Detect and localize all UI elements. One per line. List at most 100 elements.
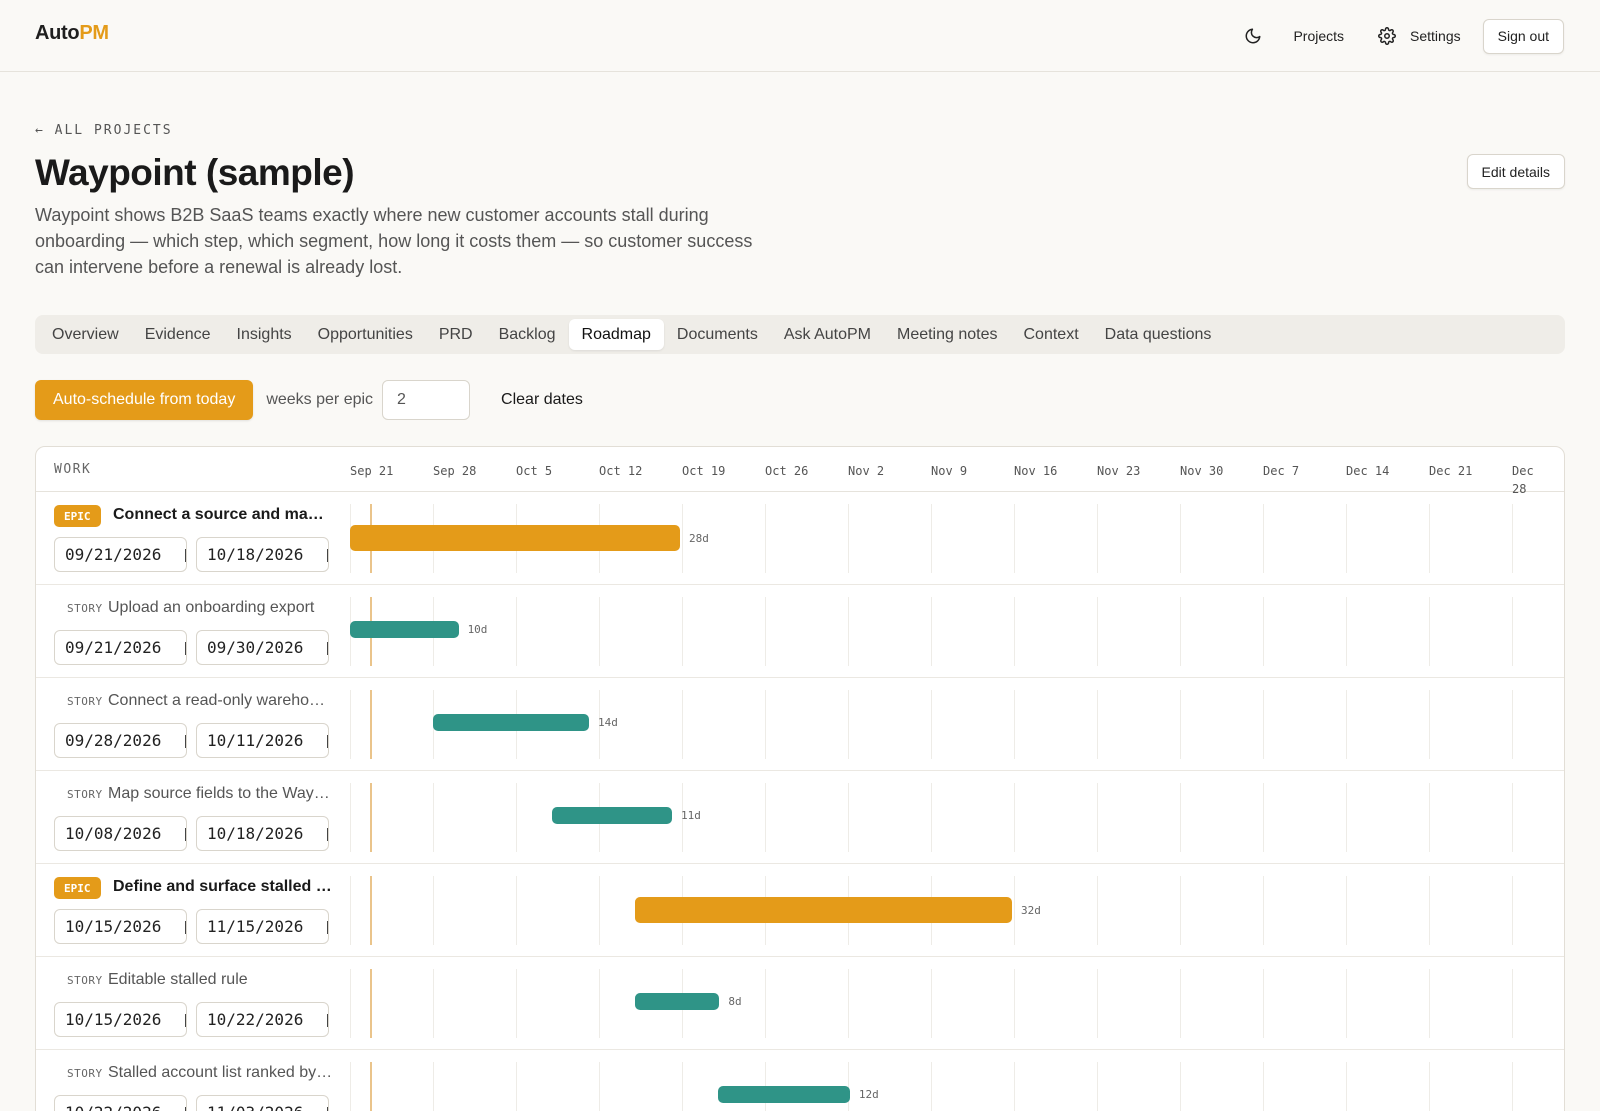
grid-line [599,969,600,1038]
projects-link[interactable]: Projects [1293,28,1345,44]
story-bar[interactable] [551,807,672,824]
start-date-value: 10/08/2026 [65,824,162,843]
roadmap-controls: Auto-schedule from today weeks per epic … [35,380,583,420]
end-date-input[interactable]: 10/18/2026 [196,537,329,572]
grid-line [1429,597,1430,666]
tab-prd[interactable]: PRD [438,325,473,343]
epic-title[interactable]: Define and surface stalled accounts [113,878,333,895]
start-date-input[interactable]: 10/15/2026 [54,1002,187,1037]
grid-line [1346,690,1347,759]
auto-schedule-button[interactable]: Auto-schedule from today [35,380,254,420]
grid-line [848,690,849,759]
grid-line [682,597,683,666]
tab-roadmap[interactable]: Roadmap [568,319,664,350]
story-badge: STORY [67,602,103,615]
end-date-input[interactable]: 09/30/2026 [196,630,329,665]
brand-auto: Auto [35,22,80,44]
story-row: STORY Map source fields to the Waypoint m… [36,771,1564,864]
grid-line [599,597,600,666]
tab-meeting-notes[interactable]: Meeting notes [896,325,998,343]
grid-line [516,597,517,666]
story-title[interactable]: Editable stalled rule [108,971,248,988]
grid-line [350,1062,351,1111]
week-label: Oct 26 [765,464,809,478]
end-date-value: 10/11/2026 [207,731,304,750]
end-date-input[interactable]: 11/03/2026 [196,1095,329,1111]
story-bar[interactable] [634,993,720,1010]
duration-label: 11d [681,809,701,822]
start-date-input[interactable]: 10/15/2026 [54,909,187,944]
moon-icon[interactable] [1243,26,1263,46]
story-title[interactable]: Map source fields to the Waypoint model [108,785,333,802]
page-title: Waypoint (sample) [35,152,355,193]
story-title[interactable]: Stalled account list ranked by risk [108,1064,333,1081]
tab-overview[interactable]: Overview [52,325,119,343]
grid-line [1263,1062,1264,1111]
text-caret [327,735,328,748]
text-caret [327,549,328,562]
tab-insights[interactable]: Insights [236,325,292,343]
week-label: Sep 21 [350,464,394,478]
tab-context[interactable]: Context [1023,325,1079,343]
start-date-input[interactable]: 09/28/2026 [54,723,187,758]
week-label: Oct 5 [516,464,553,478]
epic-title[interactable]: Connect a source and map fields [113,506,333,523]
week-label: Dec 7 [1263,464,1300,478]
today-marker [370,969,372,1038]
epic-bar[interactable] [350,525,680,551]
week-label: Nov 2 [848,464,885,478]
epic-badge: EPIC [54,877,101,899]
tab-opportunities[interactable]: Opportunities [317,325,413,343]
start-date-input[interactable]: 10/08/2026 [54,816,187,851]
back-to-projects-link[interactable]: ← ALL PROJECTS [35,123,173,138]
end-date-value: 10/18/2026 [207,824,304,843]
grid-line [931,783,932,852]
week-label: Dec 28 [1512,464,1534,496]
top-bar: AutoPM Projects Settings Sign out [0,0,1600,72]
story-badge: STORY [67,695,103,708]
grid-line [1263,783,1264,852]
text-caret [327,642,328,655]
tab-backlog[interactable]: Backlog [498,325,556,343]
tab-data-questions[interactable]: Data questions [1104,325,1212,343]
story-bar[interactable] [433,714,589,731]
epic-bar[interactable] [634,897,1012,923]
grid-line [516,969,517,1038]
story-bar[interactable] [350,621,459,638]
story-title[interactable]: Upload an onboarding export [108,599,315,616]
end-date-input[interactable]: 10/18/2026 [196,816,329,851]
end-date-input[interactable]: 10/22/2026 [196,1002,329,1037]
weeks-per-epic-input[interactable]: 2 [382,380,471,420]
sign-out-button[interactable]: Sign out [1482,18,1564,54]
edit-details-button[interactable]: Edit details [1466,154,1565,189]
grid-line [1512,690,1513,759]
project-description: Waypoint shows B2B SaaS teams exactly wh… [35,205,753,277]
grid-line [1429,876,1430,945]
grid-line [1097,969,1098,1038]
grid-line [682,783,683,852]
tab-documents[interactable]: Documents [676,325,758,343]
start-date-input[interactable]: 10/22/2026 [54,1095,187,1111]
story-bar[interactable] [717,1086,850,1103]
grid-line [1097,876,1098,945]
duration-label: 12d [858,1088,879,1101]
grid-line [1429,690,1430,759]
start-date-input[interactable]: 09/21/2026 [54,630,187,665]
tab-ask-autopm[interactable]: Ask AutoPM [783,325,871,343]
start-date-value: 10/15/2026 [65,917,162,936]
grid-line [599,690,600,759]
week-label: Nov 9 [931,464,968,478]
grid-line [1180,783,1181,852]
start-date-input[interactable]: 09/21/2026 [54,537,187,572]
duration-label: 8d [728,995,742,1008]
story-title[interactable]: Connect a read-only warehouse [108,692,333,709]
clear-dates-button[interactable]: Clear dates [501,391,583,408]
end-date-input[interactable]: 10/11/2026 [196,723,329,758]
grid-line [765,504,766,573]
settings-link[interactable]: Settings [1378,27,1461,45]
story-badge: STORY [67,1067,103,1080]
tab-evidence[interactable]: Evidence [144,325,211,343]
grid-line [433,783,434,852]
brand-logo[interactable]: AutoPM [35,22,109,45]
end-date-input[interactable]: 11/15/2026 [196,909,329,944]
